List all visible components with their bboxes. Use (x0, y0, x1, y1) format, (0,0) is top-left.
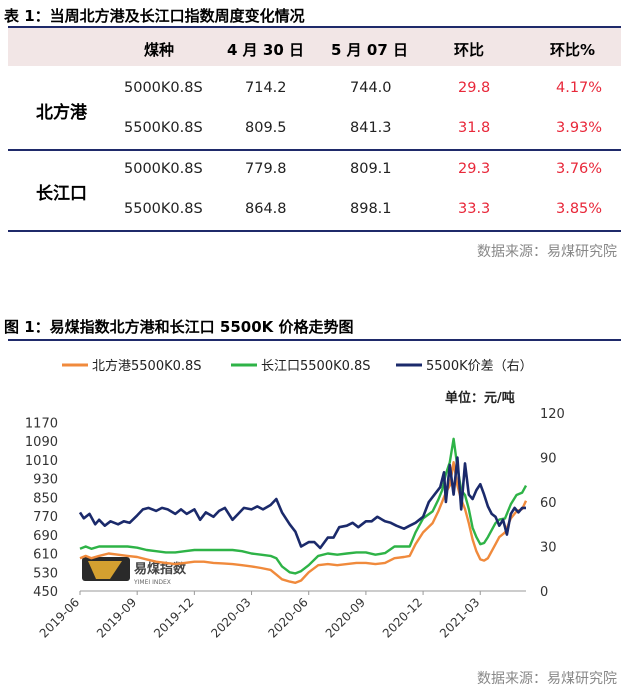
table-top-rule (8, 26, 621, 28)
col-header-grade: 煤种 (144, 41, 175, 59)
cell-grade: 5000K0.8S (124, 80, 203, 96)
y-left-tick-label: 530 (33, 566, 58, 581)
x-tick-label: 2021-03 (437, 595, 482, 640)
y-left-tick-label: 610 (33, 548, 58, 563)
table-caption: 表 1：当周北方港及长江口指数周度变化情况 (4, 7, 305, 25)
watermark-logo: 易煤指数 YIMEI INDEX (82, 557, 187, 586)
group-separator (8, 149, 621, 151)
y-right-tick-label: 30 (540, 541, 557, 556)
cell-grade: 5000K0.8S (124, 161, 203, 177)
watermark-en: YIMEI INDEX (133, 579, 171, 586)
x-tick-label: 2019-09 (94, 595, 139, 640)
figure-caption: 图 1：易煤指数北方港和长江口 5500K 价格走势图 (4, 318, 354, 336)
legend-label-yangtze: 长江口5500K0.8S (261, 359, 371, 374)
figure-source: 数据来源：易煤研究院 (477, 671, 617, 687)
cell-apr30: 809.5 (245, 120, 287, 136)
cell-grade: 5500K0.8S (124, 120, 203, 136)
cell-pct: 4.17% (556, 80, 603, 96)
y-left-tick-label: 1090 (25, 435, 58, 450)
x-tick-label: 2019-06 (37, 595, 82, 640)
cell-pct: 3.76% (556, 161, 603, 177)
y-right-tick-label: 0 (540, 585, 548, 600)
x-tick-label: 2020-03 (208, 595, 253, 640)
cell-chg: 29.3 (458, 161, 491, 177)
cell-may07: 841.3 (350, 120, 392, 136)
cell-pct: 3.93% (556, 120, 603, 136)
chart-legend: 北方港5500K0.8S 长江口5500K0.8S 5500K价差（右） (62, 358, 533, 374)
legend-label-spread: 5500K价差（右） (426, 359, 533, 374)
y-left-tick-label: 1170 (25, 416, 58, 431)
x-tick-label: 2020-12 (380, 595, 425, 640)
y-left-tick-label: 770 (33, 510, 58, 525)
cell-apr30: 714.2 (245, 80, 287, 96)
col-header-may07: 5 月 07 日 (331, 41, 408, 59)
price-chart: 易煤指数 YIMEI INDEX 北方港5500K0.8S 长江口5500K0.… (25, 358, 565, 641)
table-header-band (8, 28, 621, 66)
group-label-yangtze: 长江口 (36, 184, 87, 204)
cell-apr30: 779.8 (245, 161, 287, 177)
y-right-tick-label: 90 (540, 452, 557, 467)
col-header-apr30: 4 月 30 日 (227, 41, 304, 59)
y-left-tick-label: 690 (33, 529, 58, 544)
cell-may07: 898.1 (350, 201, 392, 217)
series-line-yangtze (79, 437, 528, 575)
y-left-tick-label: 1010 (25, 454, 58, 469)
cell-chg: 31.8 (458, 120, 491, 136)
table-source: 数据来源：易煤研究院 (477, 244, 617, 260)
figure-top-rule (8, 339, 621, 341)
y-left-tick-label: 450 (33, 585, 58, 600)
cell-may07: 744.0 (350, 80, 392, 96)
x-tick-label: 2019-12 (151, 595, 196, 640)
x-tick-label: 2020-09 (323, 595, 368, 640)
table-bottom-rule (8, 230, 621, 232)
series-line-spread (78, 456, 526, 550)
unit-label: 单位：元/吨 (445, 390, 515, 406)
col-header-pct: 环比% (550, 41, 596, 59)
cell-grade: 5500K0.8S (124, 201, 203, 217)
y-right-tick-label: 60 (540, 496, 557, 511)
cell-chg: 33.3 (458, 201, 491, 217)
y-left-tick-label: 850 (33, 491, 58, 506)
cell-apr30: 864.8 (245, 201, 287, 217)
cell-pct: 3.85% (556, 201, 603, 217)
y-left-tick-label: 930 (33, 473, 58, 488)
y-right-tick-label: 120 (540, 407, 565, 422)
x-tick-label: 2020-06 (265, 595, 310, 640)
col-header-chg: 环比 (454, 41, 485, 59)
legend-label-north: 北方港5500K0.8S (92, 358, 202, 374)
series-line-north-port (79, 460, 528, 585)
group-label-north-port: 北方港 (36, 103, 87, 123)
cell-chg: 29.8 (458, 80, 491, 96)
cell-may07: 809.1 (350, 161, 392, 177)
